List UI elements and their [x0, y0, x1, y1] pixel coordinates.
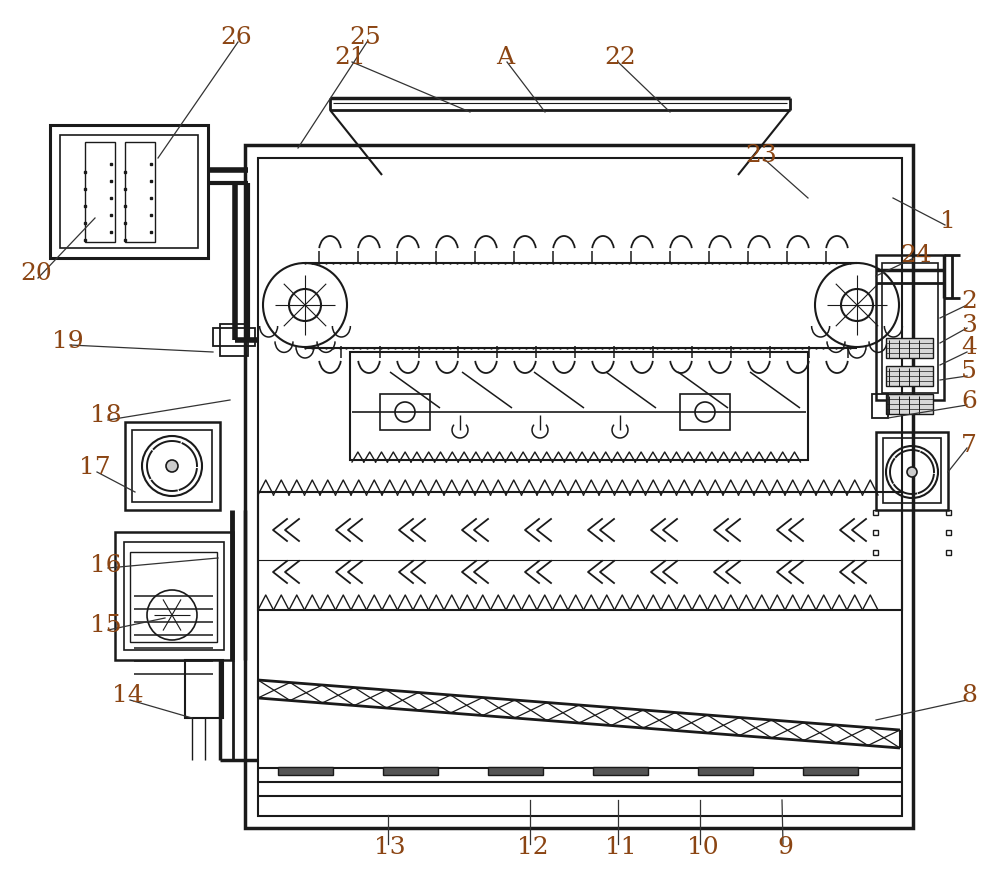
Bar	[130, 552, 217, 642]
Bar	[85, 142, 115, 242]
Bar	[125, 142, 155, 242]
Text: 26: 26	[220, 27, 252, 50]
Bar	[876, 432, 948, 510]
Text: 24: 24	[900, 243, 932, 266]
Text: 7: 7	[961, 433, 977, 456]
Bar	[886, 394, 933, 414]
Bar	[873, 530, 878, 535]
Text: 15: 15	[90, 614, 122, 637]
Text: 10: 10	[687, 836, 719, 859]
Text: 2: 2	[961, 291, 977, 314]
Bar	[872, 394, 888, 418]
Text: 19: 19	[52, 331, 84, 354]
Bar	[886, 338, 933, 358]
Bar	[350, 352, 808, 460]
Text: A: A	[496, 47, 514, 70]
Text: 3: 3	[961, 314, 977, 337]
Text: 17: 17	[79, 456, 111, 479]
Bar	[185, 660, 223, 718]
Bar	[876, 255, 944, 400]
Bar	[946, 550, 951, 555]
Bar	[380, 394, 430, 430]
Bar	[132, 430, 212, 502]
Circle shape	[907, 467, 917, 477]
Bar	[698, 767, 753, 775]
Circle shape	[166, 460, 178, 472]
Text: 23: 23	[745, 143, 777, 166]
Text: 4: 4	[961, 337, 977, 360]
Text: 13: 13	[374, 836, 406, 859]
Bar	[593, 767, 648, 775]
Bar	[946, 510, 951, 515]
Text: 1: 1	[940, 210, 956, 233]
Text: 16: 16	[90, 553, 122, 576]
Text: 12: 12	[517, 836, 549, 859]
Text: 11: 11	[605, 836, 637, 859]
Bar	[383, 767, 438, 775]
Text: 14: 14	[112, 684, 144, 707]
Bar	[873, 510, 878, 515]
Bar	[125, 422, 220, 510]
Text: 9: 9	[777, 836, 793, 859]
Bar	[60, 135, 198, 248]
Bar	[946, 530, 951, 535]
Text: 5: 5	[961, 361, 977, 384]
Text: 21: 21	[334, 47, 366, 70]
Bar	[278, 767, 333, 775]
Bar	[220, 324, 248, 356]
Bar	[873, 550, 878, 555]
Text: 20: 20	[20, 263, 52, 286]
Bar	[50, 125, 208, 258]
Bar	[245, 145, 913, 828]
Bar	[258, 158, 902, 816]
Bar	[124, 542, 224, 650]
Bar	[886, 366, 933, 386]
Bar	[803, 767, 858, 775]
Text: 8: 8	[961, 684, 977, 707]
Bar	[883, 438, 941, 503]
Text: 25: 25	[349, 27, 381, 50]
Bar	[882, 263, 938, 393]
Bar	[213, 328, 255, 346]
Bar	[488, 767, 543, 775]
Text: 6: 6	[961, 391, 977, 414]
Bar	[258, 492, 902, 610]
Bar	[680, 394, 730, 430]
Bar	[115, 532, 233, 660]
Text: 22: 22	[604, 47, 636, 70]
Text: 18: 18	[90, 405, 122, 428]
